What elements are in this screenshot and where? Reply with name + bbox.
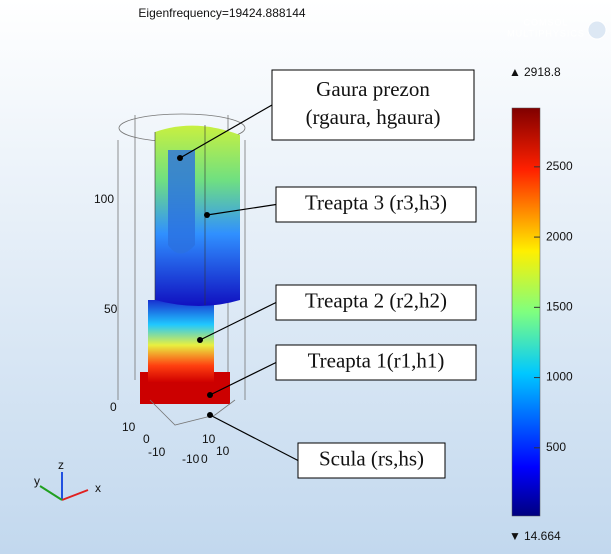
triad-label: y	[34, 474, 40, 488]
callout-text: Treapta 2 (r2,h2)	[305, 288, 447, 312]
colorbar-tick-label: 1000	[546, 370, 573, 384]
axis-label: -10	[182, 452, 200, 466]
eigenfrequency: Eigenfrequency=19424.888144	[138, 6, 305, 20]
triad-label: z	[58, 458, 64, 472]
colorbar-tick-label: 500	[546, 440, 566, 454]
callout-dot	[207, 412, 213, 418]
graphics-window: Eigenfrequency=19424.888144 COMSOL MULTI…	[0, 0, 611, 554]
min-marker: ▼	[509, 529, 521, 543]
max-marker: ▲	[509, 65, 521, 79]
callout-text: Gaura prezon	[316, 77, 430, 101]
logo: MULTIPHYSICS	[507, 28, 585, 38]
callout-dot	[207, 392, 213, 398]
colorbar-tick-label: 2500	[546, 159, 573, 173]
colorbar-tick-label: 2000	[546, 229, 573, 243]
axis-label: 10	[122, 420, 136, 434]
axis-label: 0	[110, 400, 117, 414]
colorbar	[512, 108, 540, 516]
callout-text: Treapta 3 (r3,h3)	[305, 190, 447, 214]
hole	[168, 150, 195, 254]
step3	[155, 126, 240, 306]
axis-label: 0	[143, 432, 150, 446]
colorbar-tick-label: 1500	[546, 299, 573, 313]
colorbar-max: 2918.8	[524, 65, 561, 79]
callout-text: Treapta 1(r1,h1)	[308, 348, 445, 372]
triad-label: x	[95, 481, 101, 495]
callout-text: Scula (rs,hs)	[319, 446, 424, 470]
logo-icon	[588, 21, 606, 39]
colorbar-min: 14.664	[524, 529, 561, 543]
callout-dot	[197, 337, 203, 343]
axis-label: 50	[104, 302, 118, 316]
callout-dot	[204, 212, 210, 218]
logo: COMSOL	[523, 17, 568, 27]
axis-label: 10	[216, 444, 230, 458]
callout-text: (rgaura, hgaura)	[306, 105, 441, 129]
callout-dot	[177, 155, 183, 161]
step2	[148, 300, 214, 382]
axis-label: -10	[148, 445, 166, 459]
axis-label: 0	[201, 452, 208, 466]
axis-label: 10	[202, 432, 216, 446]
axis-label: 100	[94, 192, 114, 206]
